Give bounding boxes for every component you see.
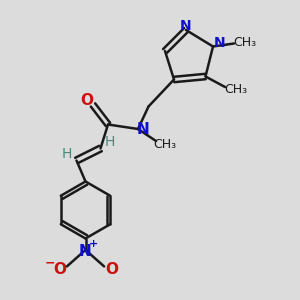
Text: H: H [62, 147, 72, 161]
Text: O: O [105, 262, 118, 277]
Text: N: N [214, 36, 225, 50]
Text: O: O [53, 262, 66, 277]
Text: N: N [79, 244, 92, 259]
Text: N: N [136, 122, 149, 136]
Text: H: H [105, 135, 115, 149]
Text: CH₃: CH₃ [153, 138, 176, 151]
Text: CH₃: CH₃ [224, 82, 247, 96]
Text: O: O [80, 93, 94, 108]
Text: −: − [45, 257, 56, 270]
Text: +: + [88, 239, 98, 249]
Text: N: N [180, 19, 191, 32]
Text: CH₃: CH₃ [233, 36, 256, 50]
